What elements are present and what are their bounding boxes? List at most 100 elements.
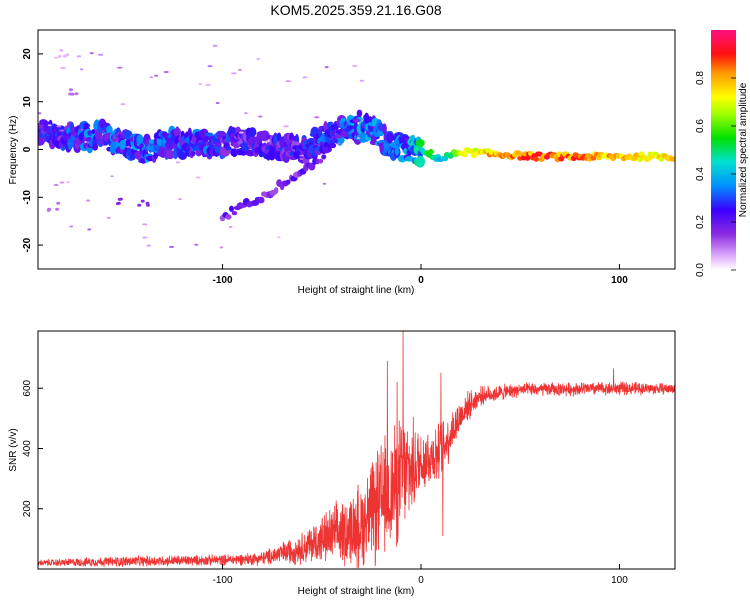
heatmap-cell	[58, 129, 65, 132]
heatmap-cell	[198, 83, 202, 86]
colorbar-tick-label: 0.0	[695, 263, 706, 277]
heatmap-cell	[173, 127, 181, 137]
heatmap-cell	[59, 181, 65, 184]
heatmap-cell	[116, 201, 121, 205]
heatmap-cell	[276, 236, 281, 239]
heatmap-cell	[86, 199, 90, 202]
heatmap-cell	[137, 203, 142, 207]
heatmap-cell	[66, 180, 70, 183]
heatmap-cell	[324, 66, 329, 69]
heatmap-cell	[533, 156, 540, 162]
chart-title: KOM5.2025.359.21.16.G08	[270, 2, 441, 18]
heatmap-cell	[333, 138, 338, 143]
heatmap-cell	[89, 52, 94, 55]
spectrogram-y-ticks: -20 -10 0 10 20	[22, 48, 43, 252]
heatmap-cell	[302, 76, 308, 79]
x-tick-label: 100	[611, 575, 628, 586]
heatmap-cell	[56, 201, 61, 205]
heatmap-cell	[205, 83, 211, 86]
heatmap-cell	[273, 187, 279, 194]
heatmap-cell	[92, 143, 99, 151]
heatmap-cell	[120, 103, 126, 106]
heatmap-cell	[329, 142, 337, 149]
heatmap-cell	[306, 137, 316, 146]
heatmap-cell	[136, 134, 144, 146]
heatmap-cell	[68, 88, 73, 92]
heatmap-cell	[427, 149, 434, 155]
heatmap-cell	[117, 66, 123, 69]
x-tick-label: 0	[418, 275, 424, 286]
x-tick-label: 100	[611, 275, 628, 286]
heatmap-cell	[80, 128, 84, 131]
heatmap-cell	[251, 199, 260, 206]
heatmap-cell	[97, 53, 104, 56]
y-tick-label: -20	[22, 237, 33, 252]
heatmap-cell	[356, 109, 363, 118]
heatmap-cell	[228, 205, 234, 212]
heatmap-cell	[156, 137, 163, 146]
heatmap-cell	[146, 244, 151, 247]
heatmap-cell	[248, 127, 257, 137]
heatmap-cell	[55, 207, 60, 211]
heatmap-cell	[352, 64, 358, 67]
heatmap-cell	[264, 140, 271, 143]
y-tick-label: 20	[22, 48, 33, 60]
heatmap-cell	[56, 125, 62, 128]
heatmap-cell	[225, 214, 232, 220]
heatmap-cell	[323, 120, 328, 132]
heatmap-cell	[212, 44, 218, 47]
heatmap-cell	[590, 155, 597, 161]
y-tick-label: 10	[22, 96, 33, 108]
heatmap-cell	[76, 55, 82, 58]
y-tick-label: 400	[22, 440, 33, 457]
heatmap-cell	[219, 246, 224, 249]
heatmap-cell	[327, 147, 332, 152]
heatmap-cell	[110, 175, 114, 178]
heatmap-cell	[62, 54, 67, 58]
heatmap-cell	[149, 76, 154, 79]
spectrogram-heatmap	[38, 44, 675, 249]
heatmap-cell	[91, 129, 96, 135]
heatmap-cell	[338, 136, 345, 144]
heatmap-cell	[336, 142, 341, 145]
heatmap-cell	[74, 92, 79, 96]
heatmap-cell	[308, 162, 316, 171]
heatmap-cell	[175, 161, 181, 164]
snr-series-line	[38, 331, 675, 569]
colorbar-gradient	[711, 30, 736, 270]
heatmap-cell	[145, 201, 150, 205]
heatmap-cell	[191, 150, 196, 157]
heatmap-cell	[259, 130, 270, 142]
heatmap-cell	[142, 223, 148, 226]
spectrogram-y-axis-label: Frequency (Hz)	[8, 116, 19, 185]
heatmap-cell	[215, 142, 222, 147]
heatmap-cell	[231, 210, 238, 216]
heatmap-cell	[226, 146, 232, 151]
heatmap-cell	[346, 125, 355, 130]
heatmap-cell	[57, 54, 62, 58]
heatmap-cell	[53, 56, 59, 59]
y-tick-label: 600	[22, 379, 33, 396]
heatmap-cell	[415, 155, 426, 168]
heatmap-cell	[299, 158, 304, 161]
heatmap-cell	[70, 92, 75, 96]
x-tick-label: 0	[418, 575, 424, 586]
heatmap-cell	[140, 199, 145, 203]
heatmap-cell	[230, 72, 237, 75]
heatmap-cell	[168, 245, 175, 248]
heatmap-cell	[142, 236, 148, 239]
heatmap-cell	[165, 149, 175, 160]
heatmap-cell	[394, 148, 400, 156]
heatmap-cell	[69, 225, 74, 228]
heatmap-cell	[257, 196, 265, 204]
spectrogram-x-ticks: -100 0 100	[213, 264, 628, 286]
colorbar-label: Normalized spectral amplitude	[738, 82, 749, 217]
heatmap-cell	[415, 139, 425, 148]
y-tick-label: 0	[22, 146, 33, 152]
heatmap-cell	[322, 182, 327, 185]
heatmap-cell	[47, 207, 52, 211]
heatmap-cell	[163, 71, 169, 74]
colorbar-tick-label: 0.6	[695, 119, 706, 133]
heatmap-cell	[228, 226, 233, 229]
heatmap-cell	[461, 152, 468, 158]
